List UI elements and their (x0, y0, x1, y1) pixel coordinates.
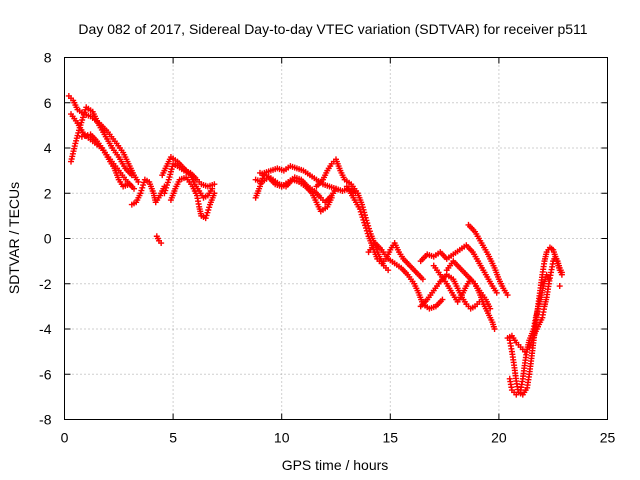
data-point (140, 182, 147, 189)
series-track-5 (128, 176, 168, 208)
data-point (164, 182, 171, 189)
data-point (493, 289, 500, 296)
data-point (78, 133, 85, 140)
y-tick-label: 6 (44, 95, 52, 111)
data-point (356, 206, 363, 213)
data-point (333, 185, 339, 192)
grid-lines (64, 57, 608, 420)
y-axis-label: SDTVAR / TECUs (6, 182, 22, 294)
data-point (439, 296, 446, 303)
x-tick-label: 15 (383, 430, 399, 446)
data-point (361, 219, 368, 226)
series-track-24 (556, 283, 563, 290)
data-point (138, 187, 145, 194)
chart-title: Day 082 of 2017, Sidereal Day-to-day VTE… (78, 21, 587, 37)
data-point (362, 225, 369, 232)
series-track-9 (153, 233, 165, 247)
y-tick-label: 8 (44, 50, 52, 66)
data-point (84, 132, 91, 139)
data-point (328, 194, 335, 201)
data-points (65, 92, 565, 398)
y-tick-label: -8 (39, 412, 52, 428)
series-track-14 (343, 183, 426, 283)
data-point (358, 211, 365, 218)
series-track-1 (65, 92, 142, 185)
plot-frame (64, 57, 608, 420)
x-axis-label: GPS time / hours (282, 457, 389, 473)
x-tick-label: 25 (600, 430, 616, 446)
data-point (161, 190, 168, 197)
data-point (128, 172, 135, 179)
series-track-11 (252, 174, 339, 206)
data-point (81, 132, 88, 139)
data-point (256, 183, 263, 190)
data-point (487, 305, 494, 312)
data-point (204, 209, 211, 216)
data-point (364, 230, 371, 237)
data-point (140, 179, 147, 186)
y-tick-label: 2 (44, 185, 52, 201)
series-track-6 (161, 160, 218, 197)
tick-labels: 0 5 10 15 20 25 -8 -6 -4 -2 0 2 4 6 8 (39, 50, 615, 446)
data-point (209, 185, 216, 192)
x-tick-label: 5 (169, 430, 177, 446)
data-point (504, 292, 511, 299)
data-point (137, 190, 144, 197)
data-point (126, 181, 133, 188)
y-tick-label: 0 (44, 231, 52, 247)
y-tick-label: -2 (39, 276, 52, 292)
data-point (164, 179, 171, 186)
data-point (491, 326, 498, 332)
data-point (163, 184, 170, 191)
data-point (135, 178, 142, 185)
series-track-8 (167, 174, 218, 222)
data-point (359, 214, 366, 221)
data-point (211, 190, 218, 197)
data-point (206, 204, 213, 211)
y-tick-label: -6 (39, 366, 52, 382)
data-point (139, 184, 146, 191)
data-point (202, 215, 209, 222)
series-track-12 (256, 169, 335, 215)
y-tick-label: -4 (39, 321, 52, 337)
data-point (203, 212, 210, 219)
data-point (158, 240, 165, 247)
data-point (385, 267, 392, 274)
data-point (558, 269, 565, 276)
y-tick-label: 4 (44, 140, 52, 156)
series-track-20 (465, 221, 511, 299)
series-track-13 (313, 156, 392, 274)
data-point (419, 276, 426, 283)
data-point (360, 216, 367, 223)
x-tick-label: 10 (274, 430, 290, 446)
series-track-19 (443, 258, 494, 312)
x-tick-label: 0 (61, 430, 69, 446)
data-point (363, 227, 370, 234)
data-point (211, 181, 218, 188)
series-track-3 (68, 104, 135, 179)
data-point (556, 283, 563, 290)
data-point (357, 208, 364, 215)
data-point (362, 222, 369, 229)
data-point (205, 206, 212, 213)
x-tick-label: 20 (491, 430, 507, 446)
series-track-16 (417, 242, 500, 296)
series-track-23 (504, 253, 565, 355)
series-track-4 (78, 131, 133, 190)
data-point (162, 187, 169, 194)
data-point (131, 185, 138, 192)
